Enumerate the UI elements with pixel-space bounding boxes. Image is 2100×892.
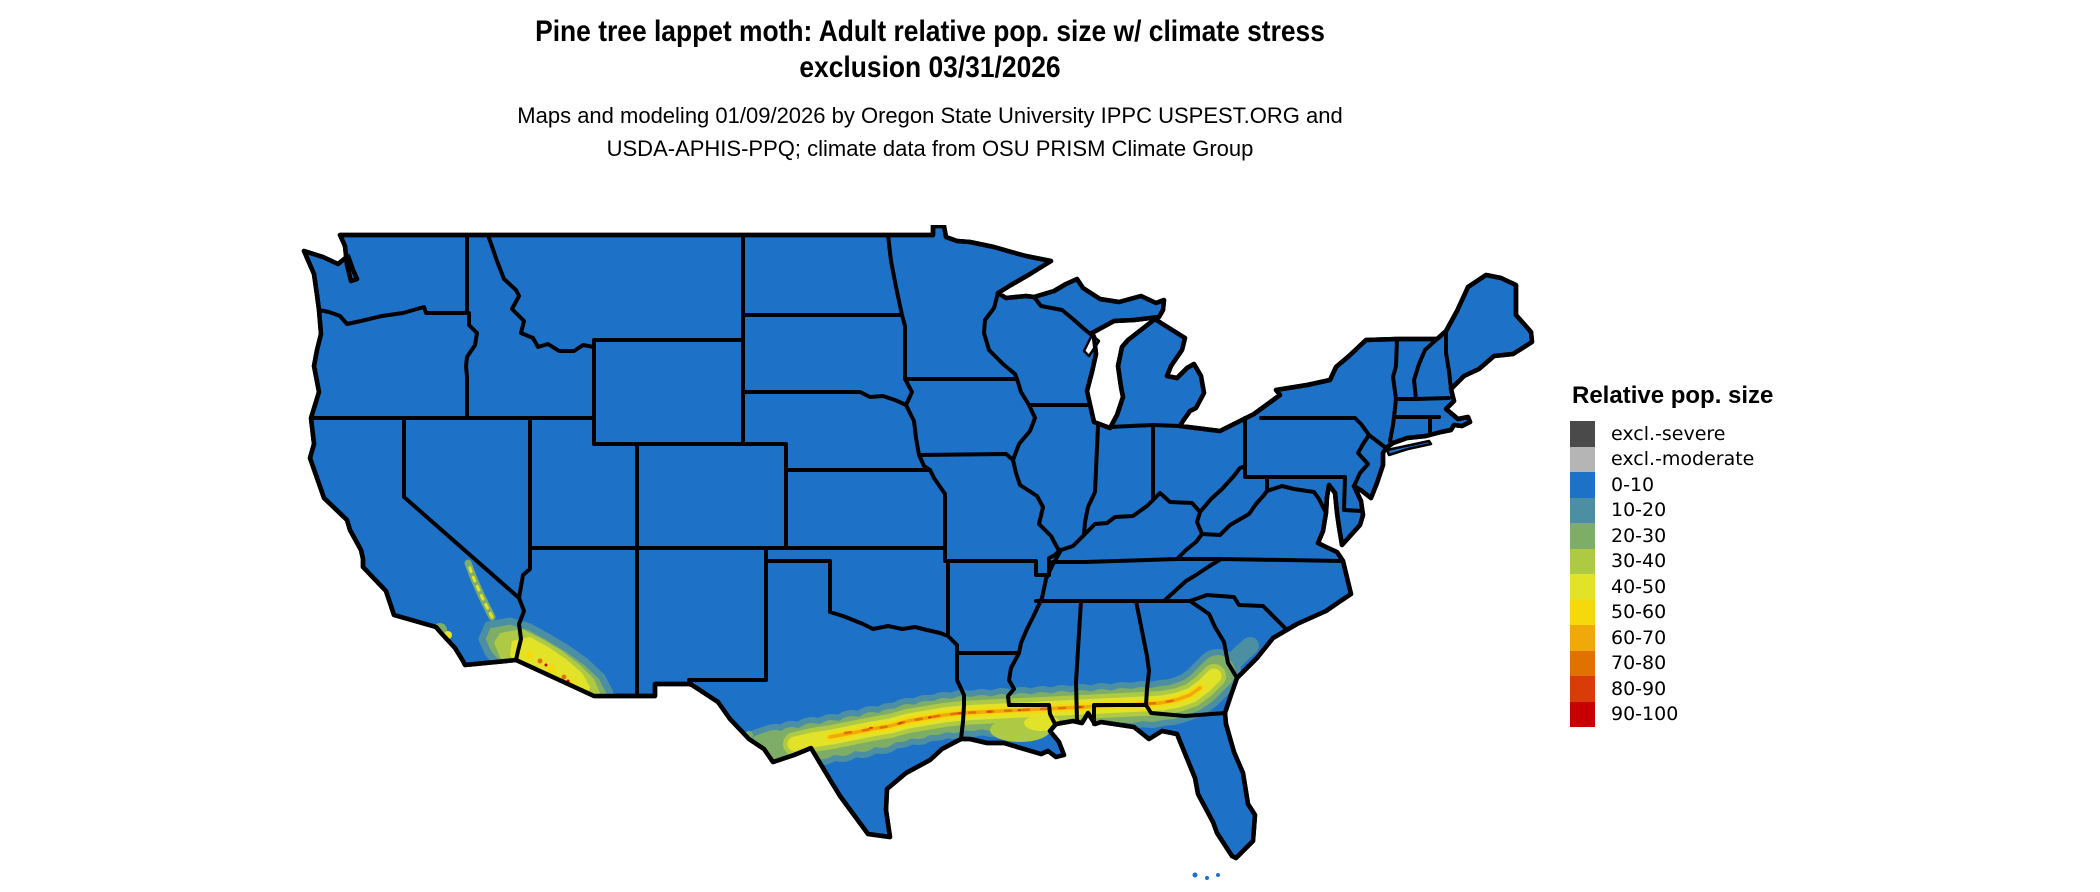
legend-item: 40-50 — [1570, 574, 1900, 600]
legend-item: excl.-severe — [1570, 421, 1900, 447]
legend-item: 90-100 — [1570, 701, 1900, 727]
conus-landmass — [301, 223, 1535, 861]
legend-item-label: 0-10 — [1611, 473, 1655, 496]
legend-item: 80-90 — [1570, 676, 1900, 702]
state-borders-layer — [309, 233, 1453, 741]
legend-title: Relative pop. size — [1572, 382, 1774, 409]
legend-item: 0-10 — [1570, 472, 1900, 498]
florida-keys — [1192, 872, 1220, 880]
legend-item: 30-40 — [1570, 548, 1900, 574]
legend-item: excl.-moderate — [1570, 446, 1900, 472]
figure-title: Pine tree lappet moth: Adult relative po… — [112, 14, 1749, 86]
legend-swatch — [1570, 676, 1595, 702]
state-borders — [309, 233, 1453, 741]
coastline — [301, 223, 1535, 861]
long-island — [1385, 439, 1433, 457]
title-line-2: exclusion 03/31/2026 — [799, 51, 1061, 84]
legend-item-label: 60-70 — [1611, 626, 1667, 649]
california-foothill-arm-40-50 — [466, 561, 494, 619]
legend-items: excl.-severe excl.-moderate 0-10 10-20 20-30… — [1570, 421, 1900, 727]
legend-item-label: 30-40 — [1611, 550, 1667, 573]
legend-swatch — [1570, 472, 1595, 498]
legend-item-label: 50-60 — [1611, 601, 1667, 624]
legend-item: 20-30 — [1570, 523, 1900, 549]
legend-item-label: 70-80 — [1611, 652, 1667, 675]
legend-swatch — [1570, 497, 1595, 523]
us-map — [301, 223, 1535, 880]
legend-item-label: 10-20 — [1611, 499, 1667, 522]
legend-item-label: 80-90 — [1611, 677, 1667, 700]
islands-layer — [1192, 439, 1433, 880]
legend-swatch — [1570, 701, 1595, 727]
socal-coast-specks — [415, 623, 452, 685]
us-map-container — [230, 223, 1540, 885]
legend-swatch — [1570, 446, 1595, 472]
subtitle-line-1: Maps and modeling 01/09/2026 by Oregon S… — [517, 103, 1343, 128]
legend-item-label: excl.-severe — [1611, 422, 1726, 445]
legend-item: 60-70 — [1570, 625, 1900, 651]
legend-item-label: 40-50 — [1611, 575, 1667, 598]
legend-swatch — [1570, 625, 1595, 651]
sw-patch-60-80-specks — [537, 658, 567, 680]
land-layer — [301, 223, 1535, 861]
legend-swatch — [1570, 421, 1595, 447]
legend-swatch — [1570, 523, 1595, 549]
legend-item-label: 20-30 — [1611, 524, 1667, 547]
legend-item: 50-60 — [1570, 599, 1900, 625]
legend-item-label: 90-100 — [1611, 703, 1679, 726]
legend: Relative pop. size excl.-severe excl.-mod… — [1570, 382, 1900, 727]
gulf-band-70-80-specks — [843, 698, 1178, 735]
legend-swatch — [1570, 574, 1595, 600]
legend-item: 70-80 — [1570, 650, 1900, 676]
figure-header: Pine tree lappet moth: Adult relative po… — [0, 14, 1860, 165]
legend-item: 10-20 — [1570, 497, 1900, 523]
legend-swatch — [1570, 599, 1595, 625]
legend-item-label: excl.-moderate — [1611, 448, 1755, 471]
subtitle-line-2: USDA-APHIS-PPQ; climate data from OSU PR… — [606, 136, 1254, 161]
title-line-1: Pine tree lappet moth: Adult relative po… — [535, 15, 1325, 48]
big-bend-10-20-speck — [735, 735, 745, 745]
legend-swatch — [1570, 548, 1595, 574]
legend-swatch — [1570, 650, 1595, 676]
figure-subtitle: Maps and modeling 01/09/2026 by Oregon S… — [0, 99, 1860, 165]
